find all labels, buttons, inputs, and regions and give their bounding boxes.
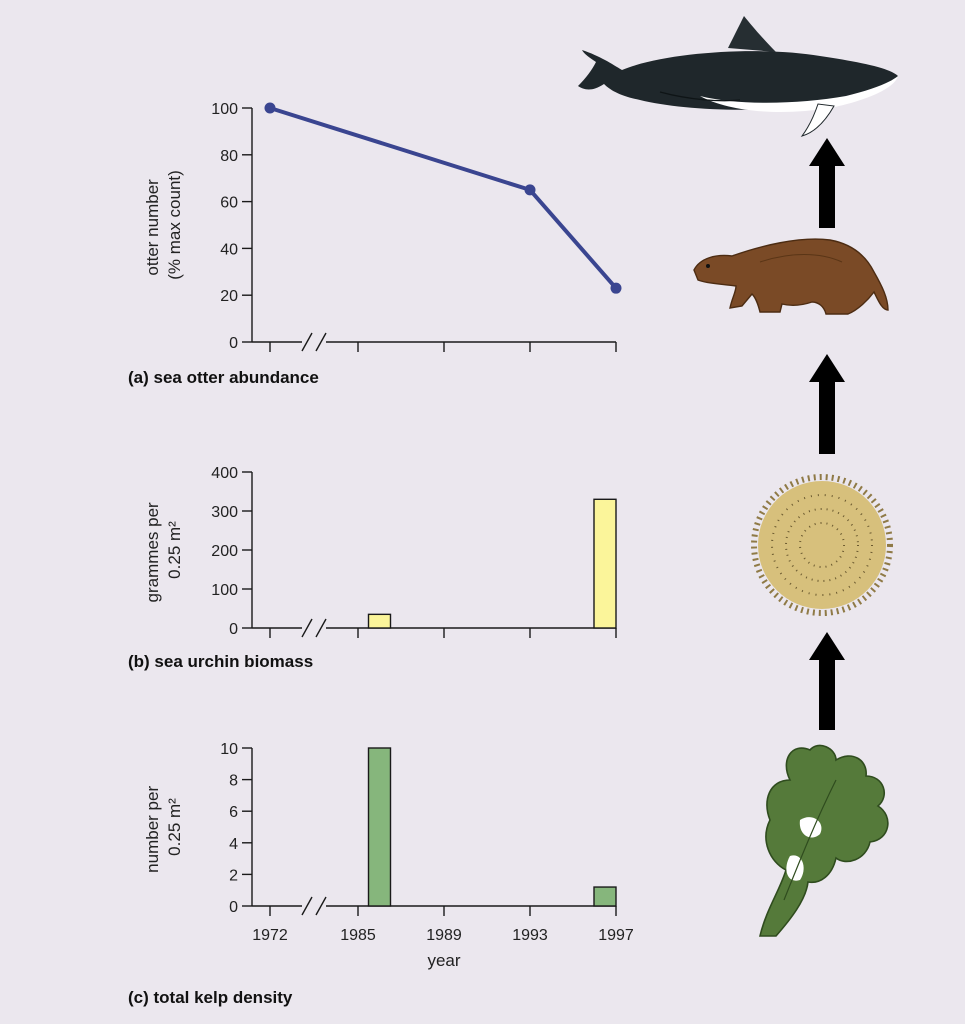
x-tick-label: 1997: [598, 927, 634, 944]
sea-urchin-icon: [751, 474, 893, 616]
urchin-biomass-bars: [367, 498, 617, 629]
panel-c-x-ticks: [269, 906, 617, 916]
y-tick-label: 4: [229, 836, 238, 853]
panel-c-x-tick-labels: 1972 1985 1989 1993 1997: [252, 927, 634, 944]
y-tick-label: 20: [220, 288, 238, 305]
x-tick-label: 1972: [252, 927, 288, 944]
y-tick-label: 200: [211, 543, 238, 560]
panel-b-caption: (b) sea urchin biomass: [128, 652, 313, 671]
urchin-bar: [367, 613, 392, 629]
kelp-bar: [367, 747, 392, 907]
kelp-density-bars: [367, 747, 617, 907]
y-tick-label: 60: [220, 195, 238, 212]
panel-a-y-label-line2: (% max count): [165, 170, 184, 280]
sea-otter-icon: [693, 238, 889, 315]
panel-a-axis-break: [301, 332, 327, 352]
y-tick-label: 100: [211, 582, 238, 599]
otter-abundance-points: [264, 102, 622, 294]
otter-data-point: [264, 102, 276, 114]
x-tick-label: 1989: [426, 927, 462, 944]
arrow-urchin-to-otter: [809, 354, 845, 454]
panel-b-urchin-biomass: 0 100 200 300 400 grammes per 0.25 m² (b) se…: [128, 465, 617, 671]
arrow-kelp-to-urchin: [809, 632, 845, 730]
panel-c-y-ticks: 0 2 4 6 8 10: [220, 741, 252, 916]
panel-b-x-ticks: [269, 628, 617, 638]
y-tick-label: 100: [211, 101, 238, 118]
otter-data-point: [524, 184, 536, 196]
panel-c-y-label-line1: number per: [143, 786, 162, 873]
panel-b-axis-break: [301, 618, 327, 638]
y-tick-label: 2: [229, 867, 238, 884]
panel-a-y-label-line1: otter number: [143, 179, 162, 276]
y-tick-label: 40: [220, 241, 238, 258]
food-chain: [578, 16, 898, 937]
panel-c-axis-break: [301, 896, 327, 916]
y-tick-label: 300: [211, 504, 238, 521]
panel-b-y-axis-label: grammes per 0.25 m²: [143, 498, 184, 603]
panel-a-y-axis-label: otter number (% max count): [143, 170, 184, 280]
panel-a-x-ticks: [269, 342, 617, 352]
panel-c-x-axis-label: year: [427, 951, 460, 970]
y-tick-label: 6: [229, 804, 238, 821]
otter-abundance-line: [269, 106, 618, 290]
kelp-icon: [758, 744, 889, 937]
y-tick-label: 80: [220, 148, 238, 165]
arrow-otter-to-orca: [809, 138, 845, 228]
kelp-bar: [593, 886, 617, 907]
urchin-bar: [593, 498, 617, 629]
panel-c-y-label-line2: 0.25 m²: [165, 798, 184, 856]
panel-b-y-label-line2: 0.25 m²: [165, 521, 184, 579]
y-tick-label: 0: [229, 621, 238, 638]
panel-c-y-axis-label: number per 0.25 m²: [143, 781, 184, 873]
y-tick-label: 0: [229, 899, 238, 916]
x-tick-label: 1993: [512, 927, 548, 944]
panel-a-caption: (a) sea otter abundance: [128, 368, 319, 387]
y-tick-label: 8: [229, 773, 238, 790]
panel-a-y-ticks: 0 20 40 60 80 100: [211, 101, 252, 352]
panel-b-y-label-line1: grammes per: [143, 502, 162, 602]
x-tick-label: 1985: [340, 927, 376, 944]
panel-b-y-ticks: 0 100 200 300 400: [211, 465, 252, 638]
y-tick-label: 400: [211, 465, 238, 482]
panel-c-caption: (c) total kelp density: [128, 988, 293, 1007]
panel-c-kelp-density: 0 2 4 6 8 10 1972 1985 1989 1993 1997 year number…: [128, 741, 634, 1007]
orca-icon: [578, 16, 898, 137]
otter-data-point: [610, 282, 622, 294]
y-tick-label: 10: [220, 741, 238, 758]
y-tick-label: 0: [229, 335, 238, 352]
